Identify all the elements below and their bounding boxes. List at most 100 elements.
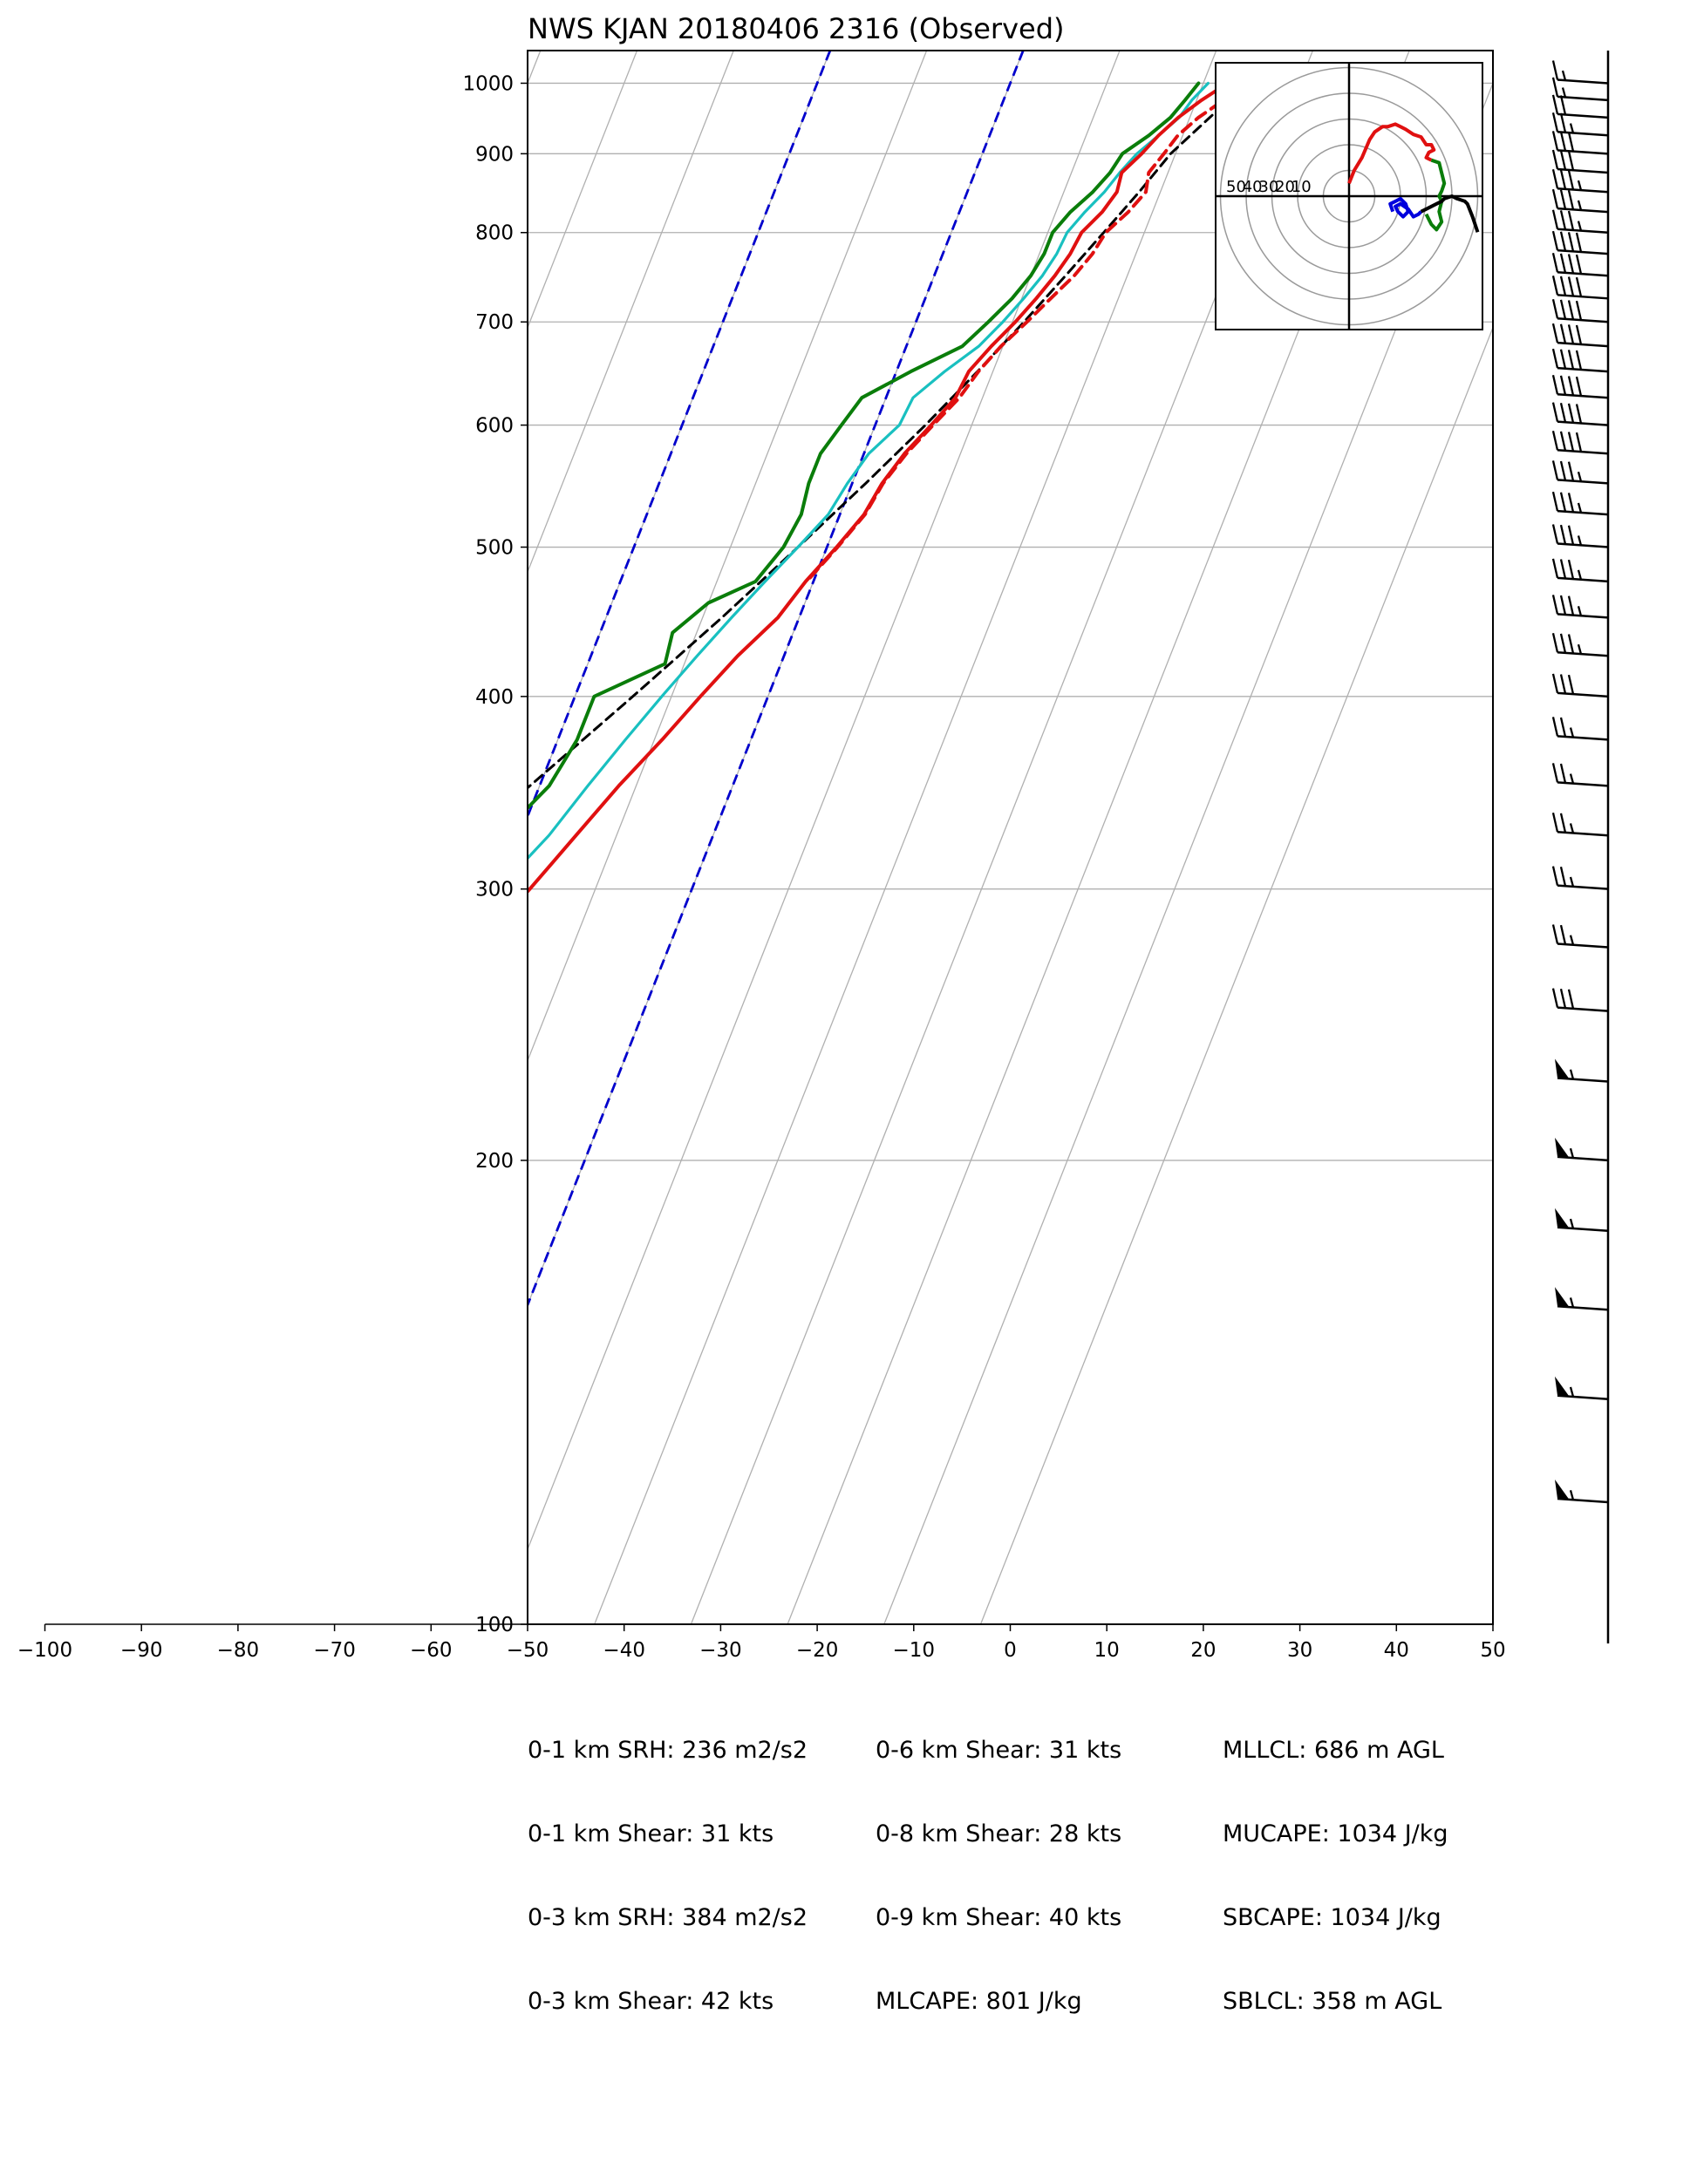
hodograph-ring-label-2: 30 [1258, 178, 1278, 196]
wind-barb-full [1559, 492, 1567, 512]
wind-barb-full [1551, 558, 1559, 579]
wind-barb-full [1559, 276, 1567, 296]
wind-barb-full [1551, 924, 1559, 944]
wind-barb-full [1567, 674, 1575, 695]
wind-barb-full [1559, 763, 1567, 784]
wind-barb-625 [1551, 374, 1609, 399]
ytick-label-800: 800 [475, 222, 514, 245]
wind-barb-shaft [1557, 576, 1609, 583]
wind-barb-full [1567, 170, 1575, 190]
wind-barb-full [1551, 430, 1559, 451]
wind-barb-full [1559, 169, 1567, 190]
wind-barb-850 [1551, 168, 1609, 194]
wind-barb-shaft [1557, 651, 1609, 657]
wind-barb-shaft [1557, 392, 1609, 399]
xtick-label-50: 50 [1480, 1639, 1505, 1662]
isotherm--10 [528, 51, 928, 1063]
wind-barb-shaft [1557, 131, 1609, 137]
wind-barb-full [1559, 559, 1567, 579]
wind-barb-full [1559, 375, 1567, 396]
isotherm-60 [979, 325, 1493, 1624]
wind-barb-flag [1555, 1137, 1570, 1158]
wind-barb-shaft [1557, 942, 1609, 949]
wind-barb-full [1567, 989, 1575, 1010]
xtick-label--100: −100 [17, 1639, 72, 1662]
wind-barb-full [1559, 988, 1567, 1009]
wind-barb-575 [1551, 430, 1609, 455]
ytick-label-400: 400 [475, 686, 514, 709]
wind-barb-full [1551, 595, 1559, 615]
ytick-label-200: 200 [475, 1150, 514, 1173]
wind-barb-full [1551, 491, 1559, 512]
wind-barb-675 [1551, 323, 1609, 348]
wind-barb-shaft [1557, 830, 1609, 837]
wind-barb-half [1577, 605, 1583, 616]
wind-barb-375 [1551, 717, 1609, 741]
xtick-label--30: −30 [699, 1639, 742, 1662]
wind-barb-full [1551, 348, 1559, 369]
wind-barb-full [1551, 209, 1559, 230]
wind-barb-shaft [1557, 228, 1609, 234]
stat-shear-01: 0-1 km Shear: 31 kts [528, 1820, 774, 1847]
wind-barb-full [1551, 168, 1559, 189]
stat-shear-03: 0-3 km Shear: 42 kts [528, 1988, 774, 2015]
wind-barb-full [1559, 231, 1567, 251]
wind-barb-full [1567, 210, 1575, 231]
wind-barb-half [1569, 935, 1575, 946]
isotherm--30 [528, 51, 734, 574]
wind-barb-shaft [1557, 187, 1609, 194]
wind-barb-full [1567, 559, 1575, 580]
wind-barb-shaft [1557, 1006, 1609, 1012]
stats-col-1: 0-1 km SRH: 236 m2/s2 0-1 km Shear: 31 k… [528, 1681, 808, 2072]
wind-barb-half [1569, 727, 1575, 738]
xtick-label--60: −60 [410, 1639, 453, 1662]
xtick-label--50: −50 [507, 1639, 549, 1662]
wind-barb-225 [1555, 1058, 1609, 1083]
wind-barb-full [1567, 324, 1575, 344]
wind-barb-400 [1551, 673, 1609, 698]
stat-sbcape: SBCAPE: 1034 J/kg [1223, 1904, 1441, 1931]
wind-barb-full [1567, 634, 1575, 654]
stat-mllcl: MLLCL: 686 m AGL [1223, 1737, 1444, 1764]
wind-barb-half [1569, 1297, 1575, 1308]
isotherm-highlight--20 [528, 51, 832, 820]
wind-barb-full [1567, 132, 1575, 152]
chart-title: NWS KJAN 20180406 2316 (Observed) [528, 12, 1065, 45]
ytick-label-1000: 1000 [462, 72, 514, 95]
wind-barb-full [1551, 866, 1559, 886]
wind-barb-full [1551, 673, 1559, 694]
wind-barb-half [1577, 180, 1583, 191]
stat-mucape: MUCAPE: 1034 J/kg [1223, 1820, 1448, 1847]
wind-barb-275 [1551, 924, 1609, 949]
wind-barb-full [1551, 77, 1559, 98]
wind-barb-full [1567, 254, 1575, 274]
stat-shear-09: 0-9 km Shear: 40 kts [876, 1904, 1122, 1931]
wind-barb-full [1551, 230, 1559, 251]
xtick-label--20: −20 [796, 1639, 839, 1662]
hodograph-segment-2 [1388, 196, 1423, 219]
wind-barb-full [1551, 94, 1559, 115]
stat-mlcape: MLCAPE: 801 J/kg [876, 1988, 1082, 2015]
wind-barb-525 [1551, 491, 1609, 516]
isotherm--80 [0, 51, 251, 1624]
isotherm--70 [0, 51, 347, 1624]
wind-barb-full [1559, 112, 1567, 133]
wind-barb-half [1569, 1386, 1575, 1398]
wind-barb-full [1559, 717, 1567, 738]
wind-barb-half [1569, 1069, 1575, 1080]
hodograph-segment-3 [1420, 194, 1480, 233]
wind-barb-200 [1555, 1137, 1609, 1162]
wind-barb-140 [1555, 1376, 1609, 1400]
wind-barb-half [1569, 123, 1575, 133]
wind-barb-full [1559, 150, 1567, 170]
wind-barb-full [1551, 717, 1559, 737]
wind-barb-shaft [1557, 248, 1609, 255]
wind-barb-full [1559, 460, 1567, 481]
wind-barb-full [1559, 633, 1567, 654]
wind-barb-shaft [1557, 95, 1609, 102]
stats-col-3: MLLCL: 686 m AGL MUCAPE: 1034 J/kg SBCAP… [1223, 1681, 1448, 2072]
wind-barb-full [1567, 493, 1575, 513]
wind-barb-full [1551, 60, 1559, 80]
wind-barb-half [1569, 876, 1575, 888]
